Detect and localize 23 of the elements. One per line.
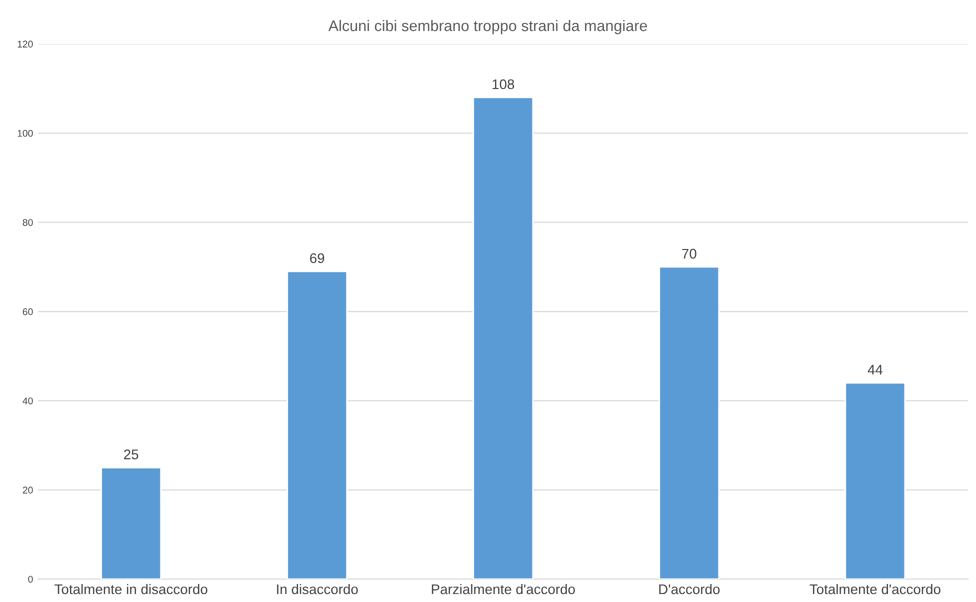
y-tick-label: 60	[22, 308, 33, 316]
x-tick-label: Totalmente in disaccordo	[54, 584, 208, 594]
y-tick-label: 20	[22, 486, 33, 494]
bar	[658, 266, 720, 580]
y-tick-label: 80	[22, 219, 33, 226]
data-label: 108	[492, 79, 514, 90]
chart-title: Alcuni cibi sembrano troppo strani da mangiare	[328, 20, 647, 34]
bar	[286, 270, 348, 580]
data-label: 25	[124, 449, 138, 460]
y-tick-label: 120	[18, 40, 33, 48]
y-tick-label: 0	[28, 576, 33, 583]
y-tick-label: 100	[18, 130, 33, 137]
data-label: 44	[868, 364, 882, 374]
bar	[472, 96, 534, 580]
x-tick-label: In disaccordo	[277, 584, 358, 594]
data-label: 70	[682, 248, 696, 259]
y-tick-label: 40	[22, 397, 33, 404]
bar	[100, 466, 162, 580]
data-label: 69	[310, 253, 324, 264]
x-tick-label: Parzialmente d'accordo	[432, 584, 575, 594]
x-tick-label: D'accordo	[659, 584, 720, 594]
bar	[844, 382, 906, 580]
x-tick-label: Totalmente d'accordo	[810, 584, 940, 594]
